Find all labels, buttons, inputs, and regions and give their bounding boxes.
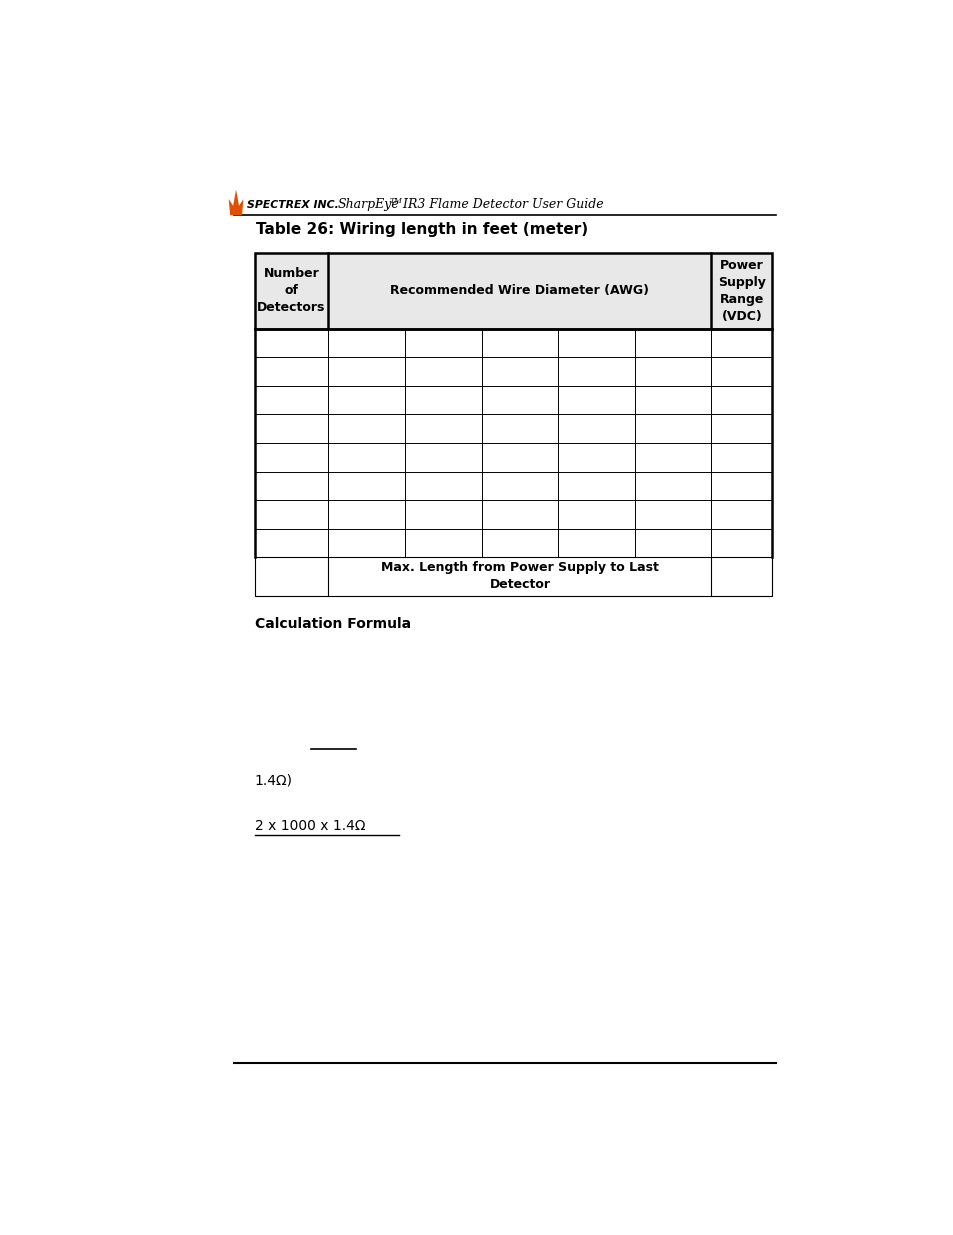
Text: Recommended Wire Diameter (AWG): Recommended Wire Diameter (AWG): [390, 284, 649, 298]
Bar: [254, 253, 771, 329]
Text: 1.4Ω): 1.4Ω): [254, 773, 293, 788]
Text: Calculation Formula: Calculation Formula: [254, 616, 410, 631]
Text: SharpEye: SharpEye: [337, 199, 398, 211]
Text: 2 x 1000 x 1.4Ω: 2 x 1000 x 1.4Ω: [254, 819, 365, 834]
Text: Number
of
Detectors: Number of Detectors: [257, 267, 325, 315]
Text: SPECTREX INC.: SPECTREX INC.: [247, 200, 338, 210]
Text: Max. Length from Power Supply to Last
Detector: Max. Length from Power Supply to Last De…: [380, 562, 659, 592]
Bar: [254, 253, 771, 329]
Text: Table 26: Wiring length in feet (meter): Table 26: Wiring length in feet (meter): [255, 222, 588, 237]
Bar: [254, 557, 771, 595]
Text: IR3 Flame Detector User Guide: IR3 Flame Detector User Guide: [398, 199, 602, 211]
Polygon shape: [229, 189, 243, 215]
Text: TM: TM: [390, 196, 402, 205]
Text: Power
Supply
Range
(VDC): Power Supply Range (VDC): [717, 259, 765, 322]
